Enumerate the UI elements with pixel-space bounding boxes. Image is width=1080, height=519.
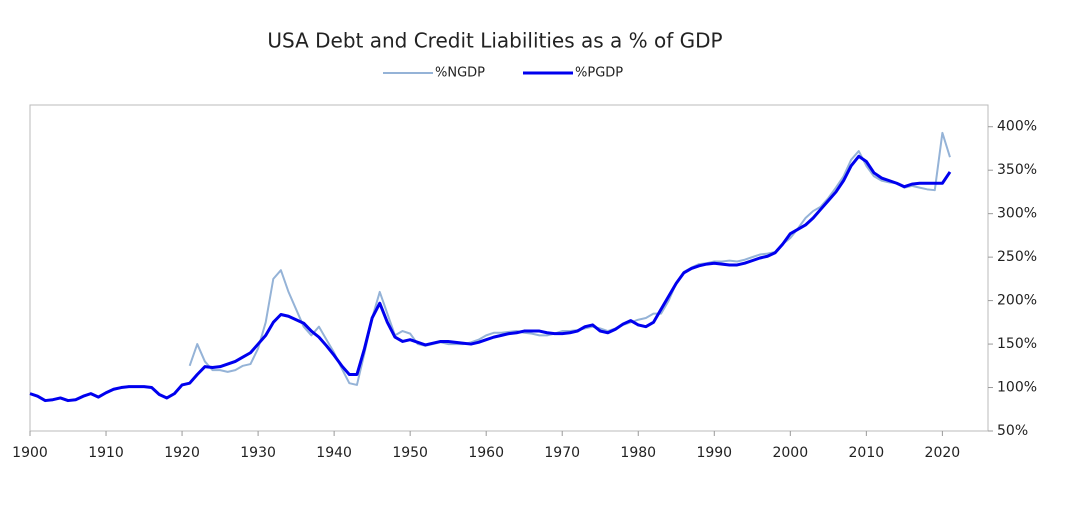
y-tick-label: 150% [997,336,1037,352]
y-tick-label: 300% [997,206,1037,222]
x-tick-label: 1900 [12,445,48,461]
x-tick-label: 1920 [164,445,200,461]
y-tick-label: 100% [997,380,1037,396]
x-tick-label: 1970 [544,445,580,461]
legend-label: %NGDP [435,66,485,81]
series-line [29,154,952,403]
x-tick-label: 1960 [468,445,504,461]
series-line [188,131,951,386]
x-tick-label: 1930 [240,445,276,461]
x-tick-label: 1940 [316,445,352,461]
chart-title: USA Debt and Credit Liabilities as a % o… [267,29,722,53]
y-tick-label: 200% [997,293,1037,309]
x-tick-label: 1990 [696,445,732,461]
plot-area [29,104,989,432]
y-tick-label: 400% [997,119,1037,135]
x-tick-label: 1950 [392,445,428,461]
x-tick-label: 2010 [849,445,885,461]
x-tick-label: 2000 [772,445,808,461]
y-tick-label: 50% [997,423,1028,439]
x-tick-label: 1910 [88,445,124,461]
y-tick-label: 250% [997,249,1037,265]
y-tick-label: 350% [997,162,1037,178]
legend-label: %PGDP [575,66,623,81]
x-tick-label: 2020 [925,445,961,461]
x-tick-label: 1980 [620,445,656,461]
